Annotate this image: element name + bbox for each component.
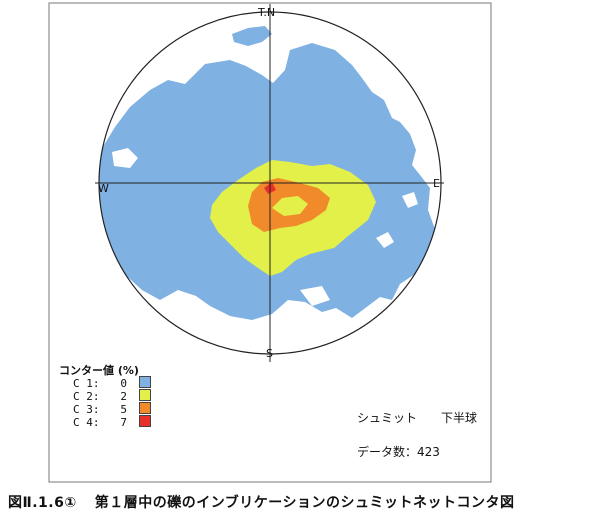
legend-title: コンター値 (%) (59, 364, 139, 377)
island (376, 232, 394, 248)
legend-value: 5 (120, 403, 127, 416)
island (300, 286, 330, 306)
legend-item: C 2: 2 (73, 389, 151, 403)
legend-code: C 4: (73, 416, 100, 429)
legend-swatch (139, 376, 151, 388)
island (402, 192, 418, 208)
contour-c1-patch (232, 26, 272, 46)
legend-value: 0 (120, 377, 127, 390)
legend-item: C 4: 7 (73, 415, 151, 429)
legend-code: C 1: (73, 377, 100, 390)
net-type: シュミット (357, 411, 418, 425)
legend-value: 7 (120, 416, 127, 429)
hemisphere: 下半球 (441, 411, 478, 425)
data-count: データ数：423 (357, 445, 440, 459)
island (112, 148, 138, 168)
legend-swatch (139, 402, 151, 414)
contour-area (99, 26, 436, 320)
figure-number: 図Ⅱ.1.6① (8, 495, 77, 511)
south-label: S (266, 347, 273, 360)
legend-value: 2 (120, 390, 127, 403)
contour-c3-hole (272, 196, 308, 216)
legend-swatch (139, 415, 151, 427)
figure-frame (48, 2, 492, 483)
legend-item: C 1: 0 (73, 376, 151, 390)
east-label: E (433, 177, 440, 190)
legend-code: C 2: (73, 390, 100, 403)
figure-title: 第１層中の礫のインブリケーションのシュミットネットコンタ図 (94, 495, 515, 511)
north-label: T.N (257, 6, 275, 19)
figure-caption: 図Ⅱ.1.6① 第１層中の礫のインブリケーションのシュミットネットコンタ図 (8, 492, 515, 512)
west-label: W (98, 182, 109, 195)
net-info: シュミット 下半球 (357, 409, 501, 426)
legend-swatch (139, 389, 151, 401)
legend-code: C 3: (73, 403, 100, 416)
legend-item: C 3: 5 (73, 402, 151, 416)
